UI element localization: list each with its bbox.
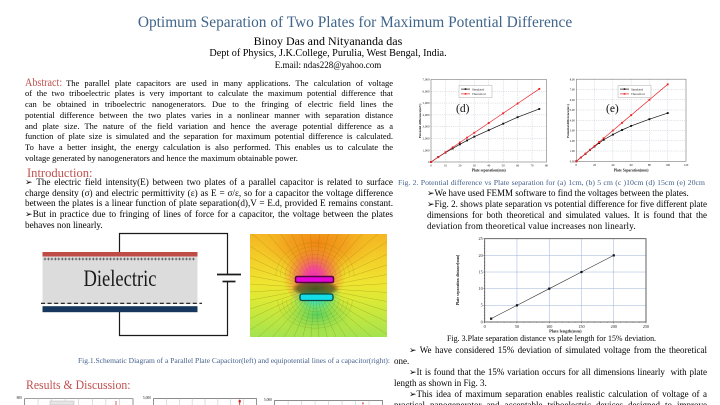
svg-text:Theoretical: Theoretical xyxy=(472,92,486,96)
svg-text:200: 200 xyxy=(611,324,617,329)
svg-text:Theoretical: Theoretical xyxy=(631,92,645,96)
svg-text:5,000: 5,000 xyxy=(143,396,151,401)
svg-text:6.00: 6.00 xyxy=(570,98,576,102)
svg-text:3.00: 3.00 xyxy=(570,129,576,133)
svg-text:(e): (e) xyxy=(606,103,619,115)
svg-text:5: 5 xyxy=(481,303,483,308)
svg-text:5.00: 5.00 xyxy=(570,108,576,112)
svg-text:(d): (d) xyxy=(456,103,470,115)
svg-text:50: 50 xyxy=(515,324,519,329)
svg-text:7,000: 7,000 xyxy=(423,78,430,83)
svg-text:Simulated: Simulated xyxy=(631,87,644,91)
svg-text:40: 40 xyxy=(487,164,491,168)
svg-text:3,000: 3,000 xyxy=(423,125,430,130)
svg-text:Plate separation(mm): Plate separation(mm) xyxy=(472,169,507,173)
svg-text:1.00: 1.00 xyxy=(570,149,576,153)
svg-text:800: 800 xyxy=(17,396,23,400)
svg-text:0: 0 xyxy=(484,324,486,329)
svg-text:4.00: 4.00 xyxy=(570,118,576,122)
svg-text:Potential difference(mv): Potential difference(mv) xyxy=(566,104,570,138)
svg-text:70: 70 xyxy=(531,164,535,168)
svg-text:Plate Separation(mm): Plate Separation(mm) xyxy=(614,169,649,173)
svg-text:2,000: 2,000 xyxy=(423,137,430,142)
svg-text:60: 60 xyxy=(516,164,520,168)
svg-text:Plate separation distance[mm]: Plate separation distance[mm] xyxy=(456,255,460,306)
svg-text:0: 0 xyxy=(428,160,430,164)
svg-text:100: 100 xyxy=(546,324,552,329)
svg-text:Plate length(mm): Plate length(mm) xyxy=(549,329,582,334)
svg-text:7.00: 7.00 xyxy=(570,88,576,92)
svg-text:5,000: 5,000 xyxy=(264,398,272,403)
svg-text:40: 40 xyxy=(611,163,615,167)
svg-text:Dielectric: Dielectric xyxy=(84,266,157,291)
svg-text:60: 60 xyxy=(630,163,634,167)
svg-text:150: 150 xyxy=(578,324,584,329)
svg-text:20: 20 xyxy=(593,163,597,167)
svg-text:15: 15 xyxy=(479,269,483,274)
svg-text:30: 30 xyxy=(473,164,477,168)
svg-text:50: 50 xyxy=(502,164,506,168)
svg-text:8.00: 8.00 xyxy=(570,77,576,81)
svg-text:100: 100 xyxy=(665,163,670,167)
svg-text:1,000: 1,000 xyxy=(423,148,430,153)
svg-text:Potential difference(mV): Potential difference(mV) xyxy=(418,104,422,139)
svg-text:25: 25 xyxy=(479,236,483,241)
svg-text:20: 20 xyxy=(458,164,462,168)
svg-text:80: 80 xyxy=(648,163,652,167)
svg-text:10: 10 xyxy=(444,164,448,168)
svg-text:0: 0 xyxy=(430,164,432,168)
svg-text:Simulated: Simulated xyxy=(472,87,485,91)
svg-text:250: 250 xyxy=(643,324,649,329)
svg-text:0: 0 xyxy=(481,319,483,324)
svg-text:2.00: 2.00 xyxy=(570,139,576,143)
svg-text:120: 120 xyxy=(684,163,689,167)
svg-text:80: 80 xyxy=(545,164,549,168)
svg-text:5,000: 5,000 xyxy=(423,101,430,106)
svg-text:10: 10 xyxy=(479,286,483,291)
svg-text:6,000: 6,000 xyxy=(423,89,430,94)
svg-text:0: 0 xyxy=(576,163,578,167)
svg-text:20: 20 xyxy=(479,253,483,258)
svg-text:0.00: 0.00 xyxy=(570,159,576,163)
svg-text:4,000: 4,000 xyxy=(423,113,430,118)
